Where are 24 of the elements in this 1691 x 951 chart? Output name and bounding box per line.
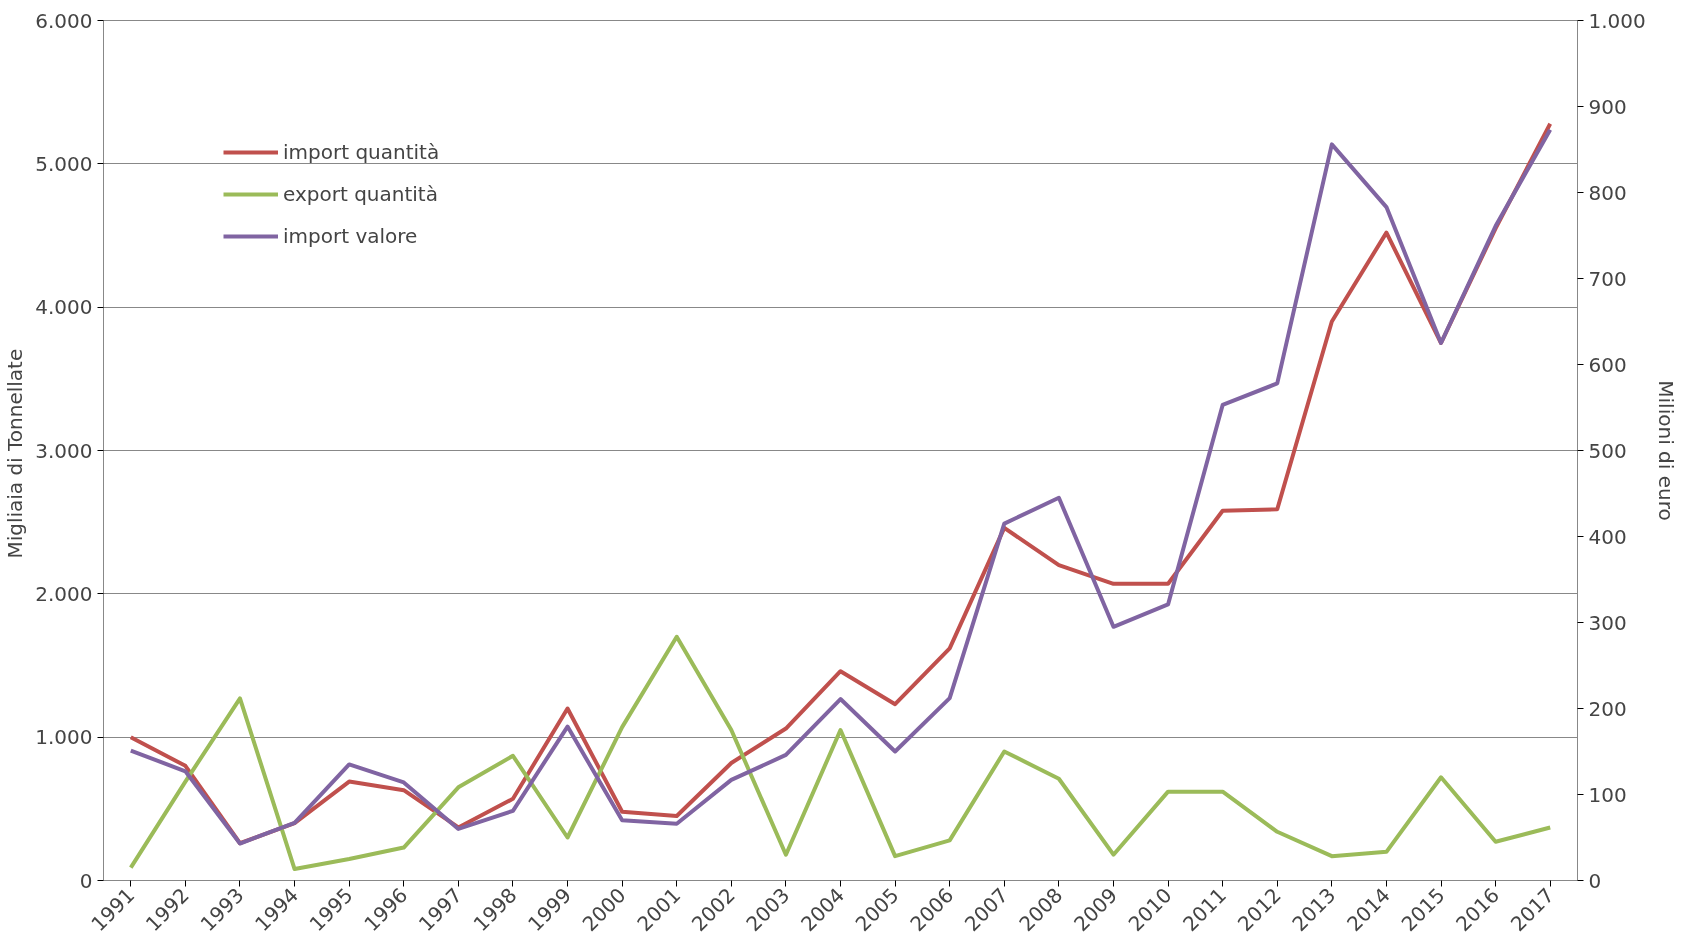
y-tick-label: 2.000 (35, 581, 93, 606)
y2-tick-label: 600 (1588, 352, 1627, 377)
y-tick-label: 1.000 (35, 725, 93, 750)
legend-label: import valore (283, 224, 418, 248)
y-tick-label: 4.000 (35, 295, 93, 320)
y2-axis-title: Milioni di euro (1653, 380, 1678, 521)
y2-tick-label: 400 (1588, 524, 1627, 549)
y-axis-title: Migliaia di Tonnellate (3, 348, 28, 559)
y-tick-label: 5.000 (35, 151, 93, 176)
y-tick-label: 3.000 (35, 438, 93, 463)
y2-tick-label: 500 (1588, 438, 1627, 463)
y2-tick-label: 200 (1588, 696, 1627, 721)
legend-label: import quantità (283, 140, 440, 164)
y2-tick-label: 0 (1588, 868, 1602, 893)
y-tick-label: 0 (79, 868, 93, 893)
y2-tick-label: 100 (1588, 782, 1627, 807)
line-series (128, 634, 1553, 872)
y2-tick-label: 800 (1588, 180, 1627, 205)
y2-tick-label: 900 (1588, 94, 1627, 119)
legend-label: export quantità (283, 182, 438, 206)
y2-tick-label: 300 (1588, 610, 1627, 635)
y2-tick-label: 700 (1588, 266, 1627, 291)
y-tick-label: 6.000 (35, 8, 93, 33)
y2-tick-label: 1.000 (1588, 8, 1646, 33)
